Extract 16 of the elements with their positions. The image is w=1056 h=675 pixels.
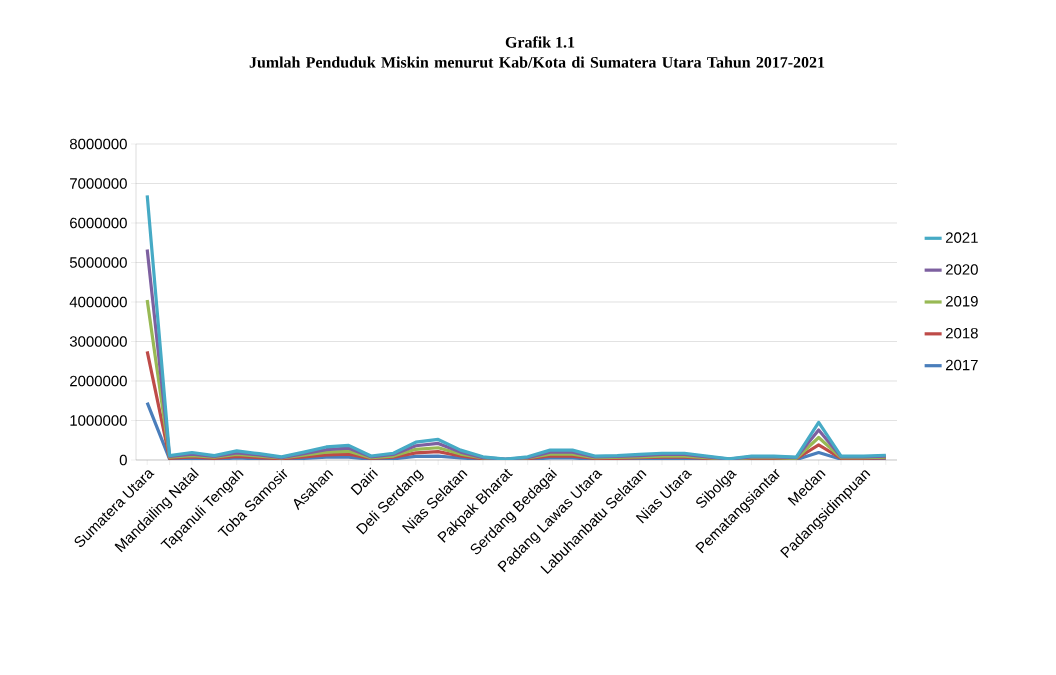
y-tick-label: 1000000 xyxy=(70,415,127,426)
y-tick-label: 6000000 xyxy=(70,217,127,229)
chart-title: Grafik 1.1 xyxy=(505,36,575,48)
y-tick-label: 0 xyxy=(119,454,127,466)
y-tick-label: 7000000 xyxy=(70,178,127,189)
y-tick-label: 2000000 xyxy=(70,375,127,387)
y-tick-label: 4000000 xyxy=(69,296,127,308)
y-tick-label: 3000000 xyxy=(69,336,127,347)
legend-label: 2020 xyxy=(945,264,978,275)
legend-label: 2019 xyxy=(945,296,978,307)
y-tick-label: 8000000 xyxy=(69,138,127,150)
chart-subtitle: Jumlah Penduduk Miskin menurut Kab/Kota di Sumatera Utara Tahun 2017-2021 xyxy=(249,56,825,68)
y-tick-label: 5000000 xyxy=(69,257,127,268)
legend-label: 2018 xyxy=(945,327,978,339)
legend-label: 2017 xyxy=(945,359,978,371)
legend-label: 2021 xyxy=(945,232,978,243)
